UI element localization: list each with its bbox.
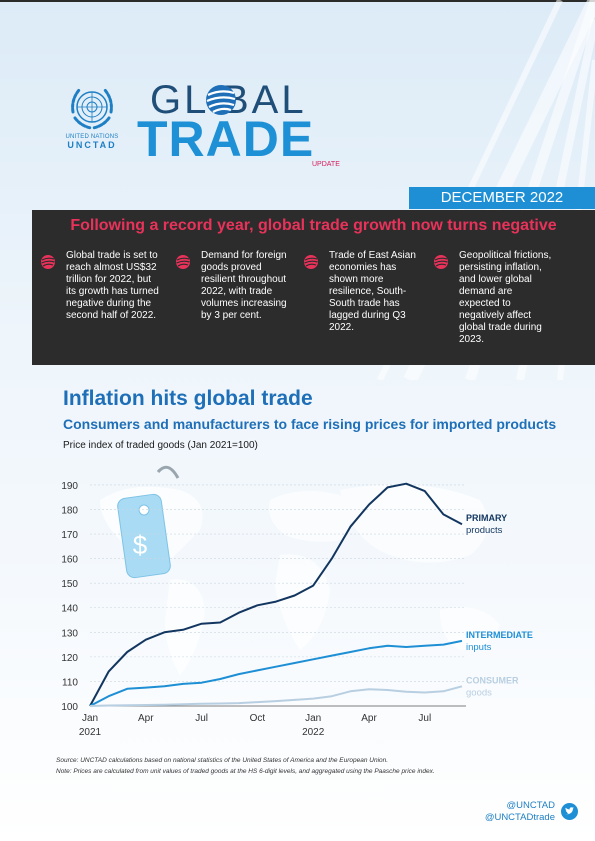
note-text: Prices are calculated from unit values o… <box>73 768 435 775</box>
org-name-line2: UNCTAD <box>67 140 117 150</box>
note-label: Note: <box>56 768 72 775</box>
x-tick-label: Apr <box>361 713 377 724</box>
x-tick-label: Jul <box>418 713 431 724</box>
legend-series-name: PRIMARY <box>466 513 507 523</box>
source-label: Source: <box>56 757 79 764</box>
legend-series-subname: goods <box>466 687 492 698</box>
bullet-text: Demand for foreign goods proved resilien… <box>201 250 287 321</box>
y-tick-label: 120 <box>61 653 78 664</box>
title-update-tag: UPDATE <box>312 161 340 168</box>
bullet-text: Trade of East Asian economies has shown … <box>329 250 416 333</box>
globe-bullet-icon <box>304 255 318 269</box>
x-tick-label: Apr <box>138 713 154 724</box>
twitter-icon[interactable] <box>561 803 578 820</box>
world-map-background <box>100 484 500 675</box>
y-tick-label: 130 <box>61 628 78 639</box>
legend-series-name: CONSUMER <box>466 675 519 685</box>
section-title: Inflation hits global trade <box>63 387 313 410</box>
legend-series-subname: products <box>466 525 503 536</box>
legend-series-subname: inputs <box>466 642 492 653</box>
x-tick-label: Jan <box>82 713 98 724</box>
legend-series-name: INTERMEDIATE <box>466 630 533 640</box>
source-note: Source: UNCTAD calculations based on nat… <box>56 757 576 764</box>
globe-bullet-icon <box>176 255 190 269</box>
series-line-primary <box>89 482 463 707</box>
y-tick-label: 160 <box>61 555 78 566</box>
y-tick-label: 180 <box>61 505 78 516</box>
y-tick-label: 150 <box>61 579 78 590</box>
y-tick-label: 100 <box>61 702 78 713</box>
social-handle-unctadtrade[interactable]: @UNCTADtrade <box>484 812 555 823</box>
y-tick-label: 140 <box>61 604 78 615</box>
bullet-text: Global trade is set to reach almost US$3… <box>66 250 159 321</box>
bullet-text: Geopolitical frictions, persisting infla… <box>459 250 552 345</box>
x-tick-label: Oct <box>250 713 266 724</box>
source-text: UNCTAD calculations based on national st… <box>80 757 389 764</box>
unctad-logo: UNITED NATIONS UNCTAD <box>58 82 126 150</box>
title-trade: TRADE <box>137 111 315 167</box>
chart-caption: Price index of traded goods (Jan 2021=10… <box>63 440 258 451</box>
y-tick-label: 170 <box>61 530 78 541</box>
series-line-intermediate <box>89 639 463 707</box>
un-emblem-icon <box>71 88 113 130</box>
y-tick-label: 110 <box>62 677 78 688</box>
x-tick-label: Jan <box>305 713 321 724</box>
x-tick-label: Jul <box>195 713 208 724</box>
globe-o-icon <box>206 85 236 115</box>
date-banner: DECEMBER 2022 <box>409 187 595 209</box>
price-tag-icon: $ <box>117 465 180 579</box>
y-tick-label: 190 <box>61 481 78 492</box>
method-note: Note: Prices are calculated from unit va… <box>56 768 576 775</box>
top-rule <box>0 0 595 2</box>
summary-headline: Following a record year, global trade gr… <box>70 217 557 234</box>
svg-text:$: $ <box>133 530 148 560</box>
x-tick-year-label: 2021 <box>79 727 102 738</box>
price-index-chart: $ 100 110 120 130 140 150 160 170 180 190 Jan 2021… <box>61 465 533 738</box>
globe-bullet-icon <box>41 255 55 269</box>
org-name-line1: UNITED NATIONS <box>65 134 119 140</box>
x-tick-year-label: 2022 <box>302 727 325 738</box>
section-subtitle: Consumers and manufacturers to face risi… <box>63 416 557 432</box>
series-line-consumer <box>89 685 463 707</box>
globe-bullet-icon <box>434 255 448 269</box>
summary-panel: Following a record year, global trade gr… <box>32 210 595 365</box>
social-handle-unctad[interactable]: @UNCTAD <box>506 800 555 811</box>
